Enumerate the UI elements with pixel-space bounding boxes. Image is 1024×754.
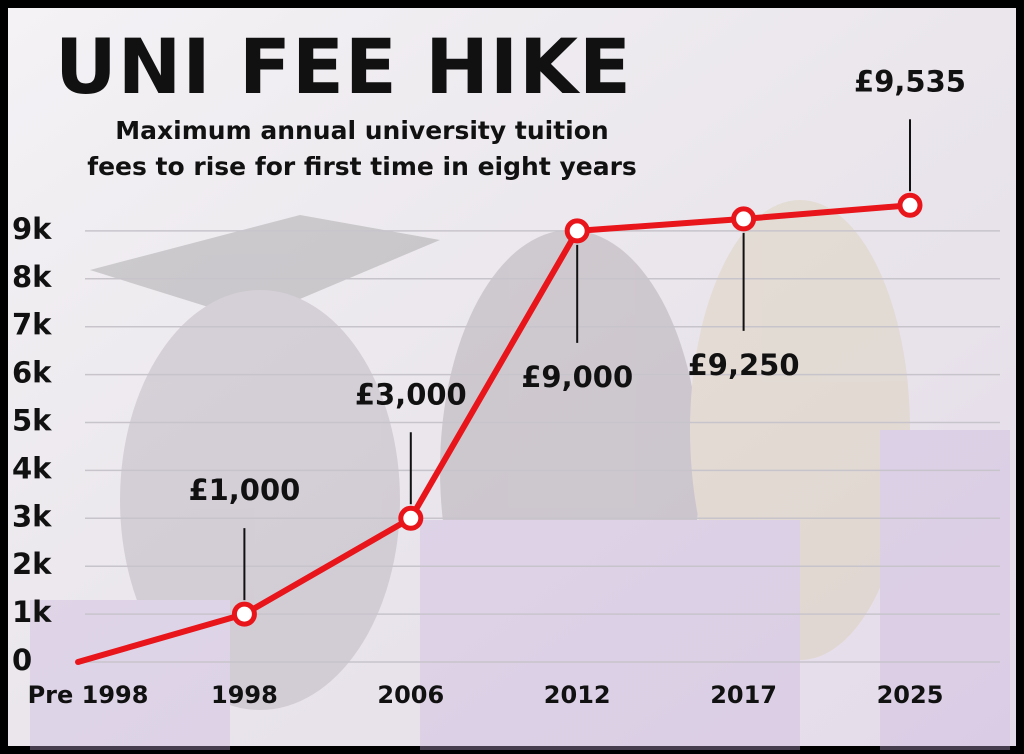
data-point [564,218,590,244]
y-tick-label: 3k [12,499,52,533]
data-point [731,206,757,232]
data-point [231,601,257,627]
background-photo [30,200,1010,750]
chart-subtitle: fees to rise for first time in eight yea… [87,152,637,181]
y-tick-label: 7k [12,308,52,342]
y-tick-label: 9k [12,212,52,246]
y-tick-label: 0 [12,643,32,677]
data-point [398,505,424,531]
x-tick-label: 2017 [710,681,777,709]
x-tick-label: 1998 [211,681,278,709]
y-tick-label: 6k [12,356,52,390]
x-tick-label: 2025 [877,681,944,709]
data-point [897,192,923,218]
y-tick-label: 8k [12,260,52,294]
x-tick-label: 2006 [377,681,444,709]
data-label: £9,250 [688,348,800,382]
chart-title: UNI FEE HIKE [55,22,632,111]
data-point [75,659,81,665]
grid [85,230,1000,663]
y-tick-label: 4k [12,451,52,485]
x-tick-label: Pre 1998 [28,681,149,709]
background [8,8,1016,746]
chart-subtitle: Maximum annual university tuition [115,116,608,145]
x-tick-label: 2012 [544,681,611,709]
y-tick-label: 1k [12,595,52,629]
data-label: £9,535 [854,64,966,98]
data-label: £1,000 [188,473,300,507]
y-tick-label: 5k [12,404,52,438]
data-label: £3,000 [355,377,467,411]
plot: £1,000 £3,000 £9,000 £9,250 £9,535 [75,64,966,665]
data-label: £9,000 [521,360,633,394]
data-line [77,202,911,665]
y-tick-label: 2k [12,547,52,581]
